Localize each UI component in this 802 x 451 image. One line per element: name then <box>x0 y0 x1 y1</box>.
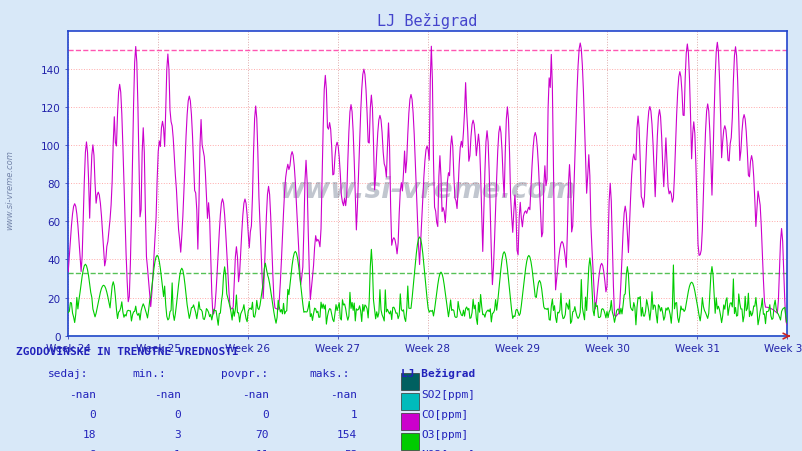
Bar <box>401 414 419 430</box>
Text: 3: 3 <box>174 429 180 439</box>
Text: 70: 70 <box>255 429 269 439</box>
Text: sedaj:: sedaj: <box>48 368 88 378</box>
Text: O3[ppm]: O3[ppm] <box>421 429 468 439</box>
Text: -nan: -nan <box>241 389 269 399</box>
Text: 11: 11 <box>255 449 269 451</box>
Text: NO2[ppm]: NO2[ppm] <box>421 449 475 451</box>
Text: -nan: -nan <box>330 389 357 399</box>
Text: 0: 0 <box>174 409 180 419</box>
Text: 18: 18 <box>83 429 96 439</box>
Text: SO2[ppm]: SO2[ppm] <box>421 389 475 399</box>
Text: www.si-vreme.com: www.si-vreme.com <box>279 176 575 204</box>
Text: 9: 9 <box>90 449 96 451</box>
Text: CO[ppm]: CO[ppm] <box>421 409 468 419</box>
Bar <box>401 394 419 410</box>
Text: 1: 1 <box>350 409 357 419</box>
Bar <box>401 433 419 450</box>
Text: www.si-vreme.com: www.si-vreme.com <box>5 150 14 229</box>
Text: povpr.:: povpr.: <box>221 368 268 378</box>
Text: ZGODOVINSKE IN TRENUTNE VREDNOSTI: ZGODOVINSKE IN TRENUTNE VREDNOSTI <box>16 346 238 356</box>
Text: 52: 52 <box>343 449 357 451</box>
Text: 0: 0 <box>90 409 96 419</box>
Text: maks.:: maks.: <box>309 368 349 378</box>
Text: 1: 1 <box>174 449 180 451</box>
Title: LJ Bežigrad: LJ Bežigrad <box>377 13 477 29</box>
Text: 154: 154 <box>337 429 357 439</box>
Text: -nan: -nan <box>69 389 96 399</box>
Bar <box>401 373 419 390</box>
Text: -nan: -nan <box>153 389 180 399</box>
Text: min.:: min.: <box>132 368 166 378</box>
Text: 0: 0 <box>262 409 269 419</box>
Text: LJ Bežigrad: LJ Bežigrad <box>401 368 475 378</box>
